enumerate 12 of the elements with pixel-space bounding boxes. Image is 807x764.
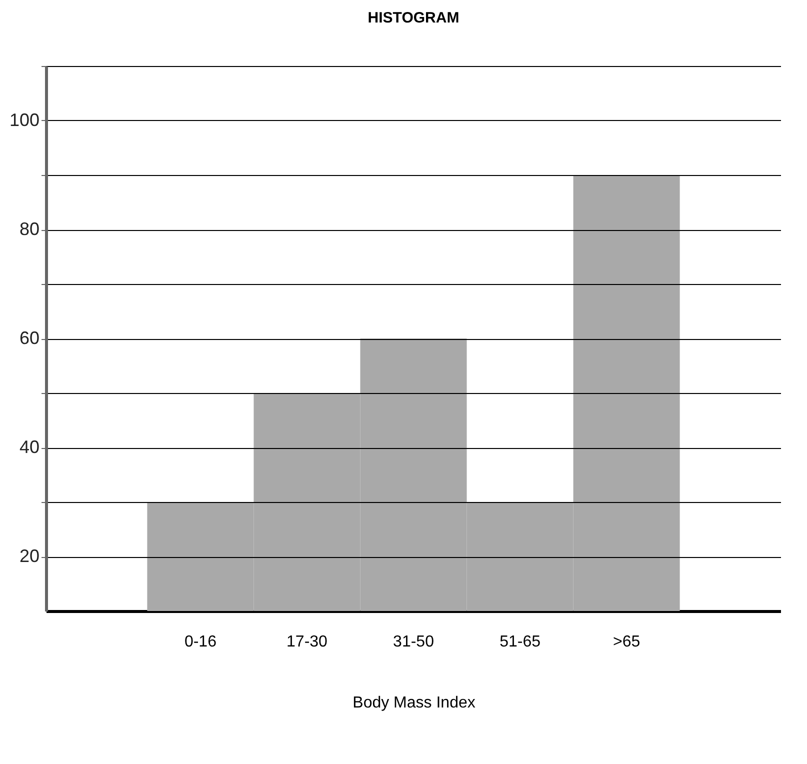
x-tick-label: 31-50 xyxy=(393,634,434,650)
x-tick-label: 0-16 xyxy=(184,634,217,650)
y-tick-label: 100 xyxy=(9,110,40,130)
y-tick-label: 60 xyxy=(19,328,40,348)
x-tick-label: >65 xyxy=(612,634,640,650)
y-tick-label: 20 xyxy=(19,546,40,566)
y-tick-label: 40 xyxy=(19,437,40,457)
x-axis-title: Body Mass Index xyxy=(352,694,476,712)
chart-title: HISTOGRAM xyxy=(368,10,460,26)
x-tick-label: 51-65 xyxy=(500,634,541,650)
x-tick-label: 17-30 xyxy=(286,634,328,650)
y-tick-label: 80 xyxy=(19,219,40,239)
